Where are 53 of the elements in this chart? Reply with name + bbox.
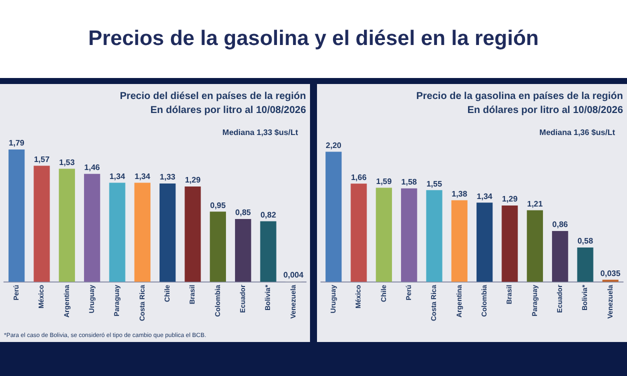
bar: [502, 206, 518, 282]
bar: [210, 212, 226, 282]
bar: [134, 182, 150, 282]
bar: [84, 174, 100, 282]
data-label: 0,035: [600, 268, 621, 278]
bar: [8, 150, 25, 282]
text: Precios de la gasolina y el diésel en la región: [88, 27, 539, 51]
data-label: 2,20: [326, 140, 342, 150]
bar: [552, 230, 568, 282]
data-label: 1,29: [184, 176, 202, 185]
data-label: 1,29: [502, 194, 518, 204]
data-label: 0,86: [552, 220, 568, 230]
data-label: 0,95: [210, 200, 226, 210]
bar: [184, 186, 201, 282]
bar: [451, 200, 468, 282]
data-label: 1,34: [476, 192, 493, 201]
data-label: 1,53: [59, 158, 76, 167]
data-label: 1,46: [84, 163, 100, 172]
data-label: 1,58: [401, 178, 418, 187]
chart-subtitle: En dólares por litro al 10/08/2026: [467, 104, 624, 116]
bar: [350, 184, 367, 282]
data-label: 0,58: [577, 236, 594, 246]
bar: [426, 190, 442, 282]
bar: [58, 168, 75, 282]
data-label: 0,82: [260, 210, 277, 220]
bar: [401, 188, 418, 282]
data-label: 1,59: [376, 177, 392, 186]
data-label: 1,55: [426, 179, 443, 188]
data-label: 1,33: [160, 172, 176, 182]
data-label: 0,85: [235, 208, 252, 218]
data-label: 1,38: [452, 189, 468, 198]
bar: [476, 202, 493, 282]
bar: [109, 182, 126, 282]
data-label: 1,57: [34, 154, 50, 164]
bar: [577, 248, 594, 282]
chart-title: Precio de la gasolina en países de la región: [416, 90, 623, 102]
data-label: 1,34: [109, 172, 126, 181]
data-label: 1,79: [8, 138, 25, 148]
text: Mediana 1,33 $us/Lt: [222, 128, 298, 137]
bar: [326, 152, 342, 282]
chart-title: Precio del diésel en países de la región: [120, 90, 306, 102]
data-label: 1,34: [134, 172, 151, 181]
bar: [376, 188, 392, 282]
text: Mediana 1,36 $us/Lt: [539, 128, 615, 137]
bar: [526, 210, 543, 282]
chart-subtitle: En dólares por litro al 10/08/2026: [150, 104, 306, 116]
bar: [235, 218, 252, 282]
data-label: 1,21: [527, 199, 544, 208]
data-label: 0,004: [283, 270, 304, 280]
bar: [34, 166, 50, 282]
data-label: 1,66: [350, 172, 368, 182]
bar: [160, 184, 176, 282]
bar: [260, 221, 276, 282]
